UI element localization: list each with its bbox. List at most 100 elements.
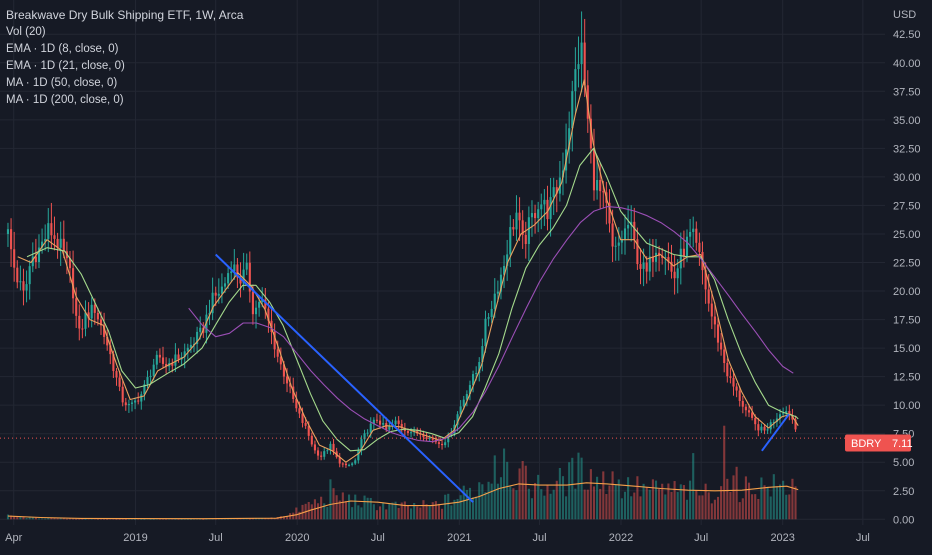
candle-body: [93, 304, 96, 313]
volume-bar: [320, 496, 323, 520]
candle-body: [360, 439, 363, 451]
candle-body: [351, 463, 354, 465]
candle-body: [109, 345, 112, 355]
candle-body: [19, 281, 22, 283]
volume-bar: [586, 489, 589, 520]
x-axis[interactable]: Apr 2019 Jul 2020 Jul 2021 Jul 2022 Jul 2023 Jul: [5, 532, 870, 544]
volume-bar: [344, 501, 347, 520]
volume-bar: [372, 504, 375, 520]
candle-body: [757, 424, 760, 431]
volume-bar: [99, 518, 103, 520]
volume-bar: [301, 504, 304, 520]
candle-body: [254, 307, 258, 315]
candle-body: [785, 411, 788, 414]
trendlines[interactable]: [215, 253, 790, 503]
candle-body: [354, 460, 357, 464]
volume-bar: [437, 503, 441, 520]
candle-body: [766, 429, 769, 431]
candle-body: [534, 213, 537, 219]
volume-bar: [788, 494, 791, 520]
candle-body: [651, 256, 654, 262]
candle-body: [527, 217, 530, 245]
volume-bar: [775, 486, 778, 520]
candle-body: [236, 264, 239, 278]
volume-bar: [698, 495, 701, 520]
volume-bar: [19, 516, 22, 520]
y-tick-label: 12.50: [893, 372, 921, 384]
volume-bar: [521, 460, 524, 520]
volume-bar: [475, 496, 478, 520]
x-tick-label: Jul: [209, 532, 223, 544]
candle-body: [158, 354, 161, 358]
legend-vol[interactable]: Vol (20): [6, 26, 46, 38]
candle-body: [549, 197, 552, 220]
volume-bar: [685, 499, 689, 520]
candle-body: [264, 299, 267, 309]
volume-bar: [183, 518, 186, 520]
volume-bar: [462, 485, 465, 520]
candle-body: [707, 289, 710, 304]
candle-body: [78, 315, 81, 329]
volume-bar: [205, 518, 208, 520]
trendline-0: [215, 253, 474, 503]
volume-bar: [782, 480, 785, 520]
candle-body: [555, 187, 558, 194]
volume-bar: [509, 486, 512, 520]
candle-body: [366, 432, 369, 434]
candle-body: [230, 271, 233, 274]
candle-body: [372, 419, 375, 424]
legend-ema-21[interactable]: EMA · 1D (21, close, 0): [6, 60, 125, 72]
candle-body: [704, 270, 707, 290]
candle-body: [614, 245, 617, 247]
legend-ma-50[interactable]: MA · 1D (50, close, 0): [6, 77, 118, 89]
candle-body: [623, 228, 627, 240]
volume-bar: [50, 517, 53, 520]
candle-body: [537, 209, 540, 219]
candle-body: [599, 179, 602, 192]
volume-bar: [732, 475, 735, 520]
legend-ma-200[interactable]: MA · 1D (200, close, 0): [6, 94, 124, 106]
candle-body: [34, 256, 37, 263]
volume-bar: [115, 518, 118, 520]
volume-bar: [651, 479, 654, 520]
volume-bar: [341, 492, 344, 520]
candle-body: [44, 238, 47, 242]
candle-body: [490, 308, 493, 318]
volume-bar: [499, 477, 503, 520]
candle-body: [400, 423, 403, 429]
candle-body: [118, 377, 121, 387]
candle-body: [245, 262, 248, 270]
candle-body: [292, 386, 295, 400]
candle-body: [130, 402, 134, 404]
last-price-symbol: BDRY: [851, 438, 882, 450]
volume-bar: [623, 491, 627, 520]
candle-body: [285, 376, 289, 384]
candle-body: [645, 262, 648, 272]
candle-body: [682, 248, 685, 257]
candle-body: [654, 252, 658, 262]
legend-ema-8[interactable]: EMA · 1D (8, close, 0): [6, 43, 119, 55]
volume-bar: [369, 497, 372, 520]
candle-body: [546, 199, 549, 220]
volume-bar: [338, 500, 341, 520]
volume-bar: [534, 482, 537, 520]
candle-body: [152, 364, 155, 376]
candle-body: [465, 393, 468, 400]
candle-body: [608, 202, 611, 224]
candle-body: [90, 304, 93, 319]
candle-body: [261, 299, 264, 303]
volume-bar: [710, 503, 713, 520]
volume-bar: [481, 484, 484, 520]
y-tick-label: 22.50: [893, 258, 921, 270]
candle-body: [270, 320, 273, 332]
volume-bar: [202, 519, 205, 520]
legend-title[interactable]: Breakwave Dry Bulk Shipping ETF, 1W, Arc…: [6, 8, 244, 22]
volume-bar: [143, 518, 146, 520]
y-axis[interactable]: 0.002.505.007.5010.0012.5015.0017.5020.0…: [893, 29, 921, 526]
volume-bar: [285, 516, 289, 520]
volume-bar: [760, 477, 763, 520]
candle-body: [382, 423, 385, 425]
volume-bar: [37, 518, 41, 520]
candle-body: [37, 247, 41, 263]
